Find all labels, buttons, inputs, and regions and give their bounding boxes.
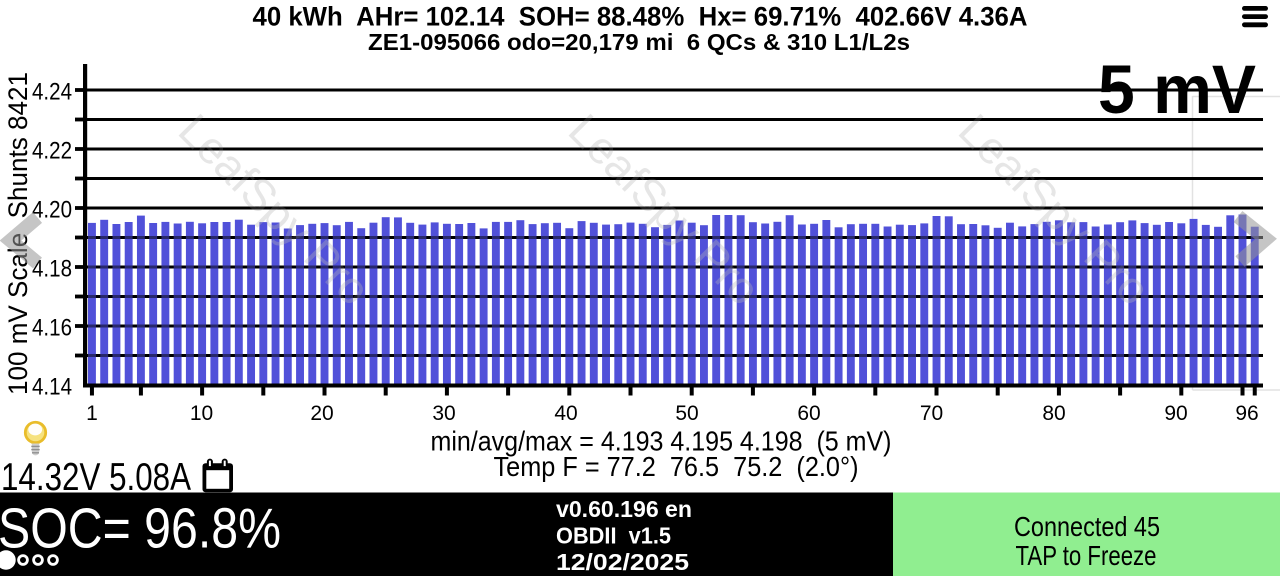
svg-text:20: 20 — [310, 402, 333, 425]
svg-text:4.24: 4.24 — [32, 78, 72, 105]
svg-text:Temp F = 77.2 76.5 75.2 (2.: Temp F = 77.2 76.5 75.2 (2.0°) — [494, 451, 859, 482]
svg-text:4.14: 4.14 — [32, 373, 72, 400]
svg-text:80: 80 — [1042, 402, 1065, 425]
svg-text:30: 30 — [432, 402, 455, 425]
svg-text:SOC= 96.8%: SOC= 96.8% — [0, 497, 281, 561]
svg-text:OBDII v1.5: OBDII v1.5 — [556, 523, 671, 549]
svg-text:1: 1 — [86, 402, 98, 425]
svg-text:60: 60 — [797, 402, 820, 425]
svg-text:TAP to Freeze: TAP to Freeze — [1016, 540, 1157, 571]
svg-text:5 mV: 5 mV — [1098, 51, 1256, 128]
svg-text:70: 70 — [920, 402, 943, 425]
svg-text:50: 50 — [675, 402, 698, 425]
svg-text:4.22: 4.22 — [32, 137, 72, 164]
svg-text:v0.60.196 en: v0.60.196 en — [556, 496, 692, 522]
svg-text:96: 96 — [1235, 402, 1258, 425]
svg-text:Connected 45: Connected 45 — [1014, 511, 1160, 542]
svg-text:4.20: 4.20 — [32, 196, 72, 223]
svg-text:min/avg/max = 4.193 4.195 4.19: min/avg/max = 4.193 4.195 4.198 (5 mV) — [431, 426, 892, 457]
svg-text:40: 40 — [554, 402, 577, 425]
svg-text:4.16: 4.16 — [32, 314, 72, 341]
svg-text:40 kWh AHr= 102.14 SOH= 88.4: 40 kWh AHr= 102.14 SOH= 88.48% Hx= 69.71… — [253, 2, 1028, 32]
svg-text:90: 90 — [1164, 402, 1187, 425]
svg-text:10: 10 — [190, 402, 213, 425]
svg-text:14.32V 5.08A: 14.32V 5.08A — [1, 456, 191, 499]
svg-text:12/02/2025: 12/02/2025 — [556, 549, 689, 575]
svg-text:ZE1-095066 odo=20,179 mi 6 QC: ZE1-095066 odo=20,179 mi 6 QCs & 310 L1/… — [368, 29, 910, 55]
